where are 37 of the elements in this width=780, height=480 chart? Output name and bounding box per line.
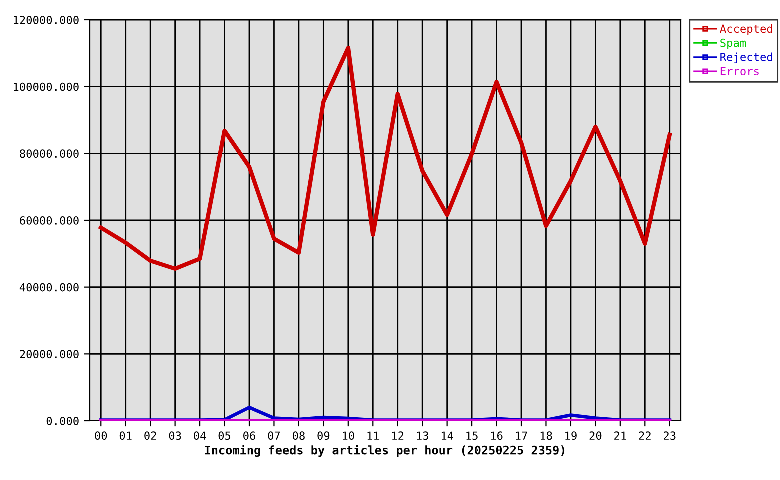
legend-label: Rejected	[720, 52, 772, 64]
y-tick-label: 80000.000	[20, 150, 79, 158]
x-tick-label: 06	[244, 432, 256, 440]
x-tick-label: 00	[95, 432, 108, 440]
y-tick-label: 40000.000	[20, 283, 79, 292]
x-tick-label: 16	[491, 432, 503, 440]
line-series	[99, 46, 672, 272]
y-tick-label: 60000.000	[20, 216, 79, 225]
x-tick-label: 12	[392, 432, 404, 440]
x-tick-label: 05	[218, 432, 231, 440]
x-tick-label: 19	[566, 432, 577, 440]
x-tick-label: 07	[268, 432, 280, 440]
x-tick-label: 03	[169, 432, 182, 440]
x-tick-label: 21	[614, 432, 626, 440]
x-tick-label: 20	[590, 432, 602, 440]
x-tick-label: 14	[442, 432, 454, 440]
x-tick-label: 11	[368, 432, 380, 440]
y-tick-label: 20000.000	[20, 350, 79, 359]
y-tick-label: 0.000	[46, 417, 79, 426]
x-tick-label: 23	[664, 432, 676, 440]
x-tick-label: 15	[466, 432, 478, 440]
x-tick-label: 13	[417, 432, 428, 440]
y-tick-label: 120000.000	[14, 16, 79, 24]
x-tick-label: 01	[120, 432, 132, 440]
x-tick-label: 10	[343, 432, 354, 440]
legend-label: Errors	[720, 67, 759, 76]
x-tick-label: 04	[194, 432, 206, 440]
legend-label: Spam	[720, 38, 746, 50]
x-tick-label: 09	[318, 432, 330, 440]
legend-label: Accepted	[720, 24, 772, 36]
y-tick-label: 100000.000	[14, 82, 79, 92]
x-tick-label: 22	[639, 432, 651, 440]
x-tick-label: 18	[540, 432, 552, 440]
x-tick-label: 17	[516, 432, 528, 440]
x-tick-label: 08	[292, 432, 305, 440]
x-tick-label: 02	[144, 432, 156, 440]
x-axis-title: Incoming feeds by articles per hour (20250225 2359)	[205, 445, 565, 458]
